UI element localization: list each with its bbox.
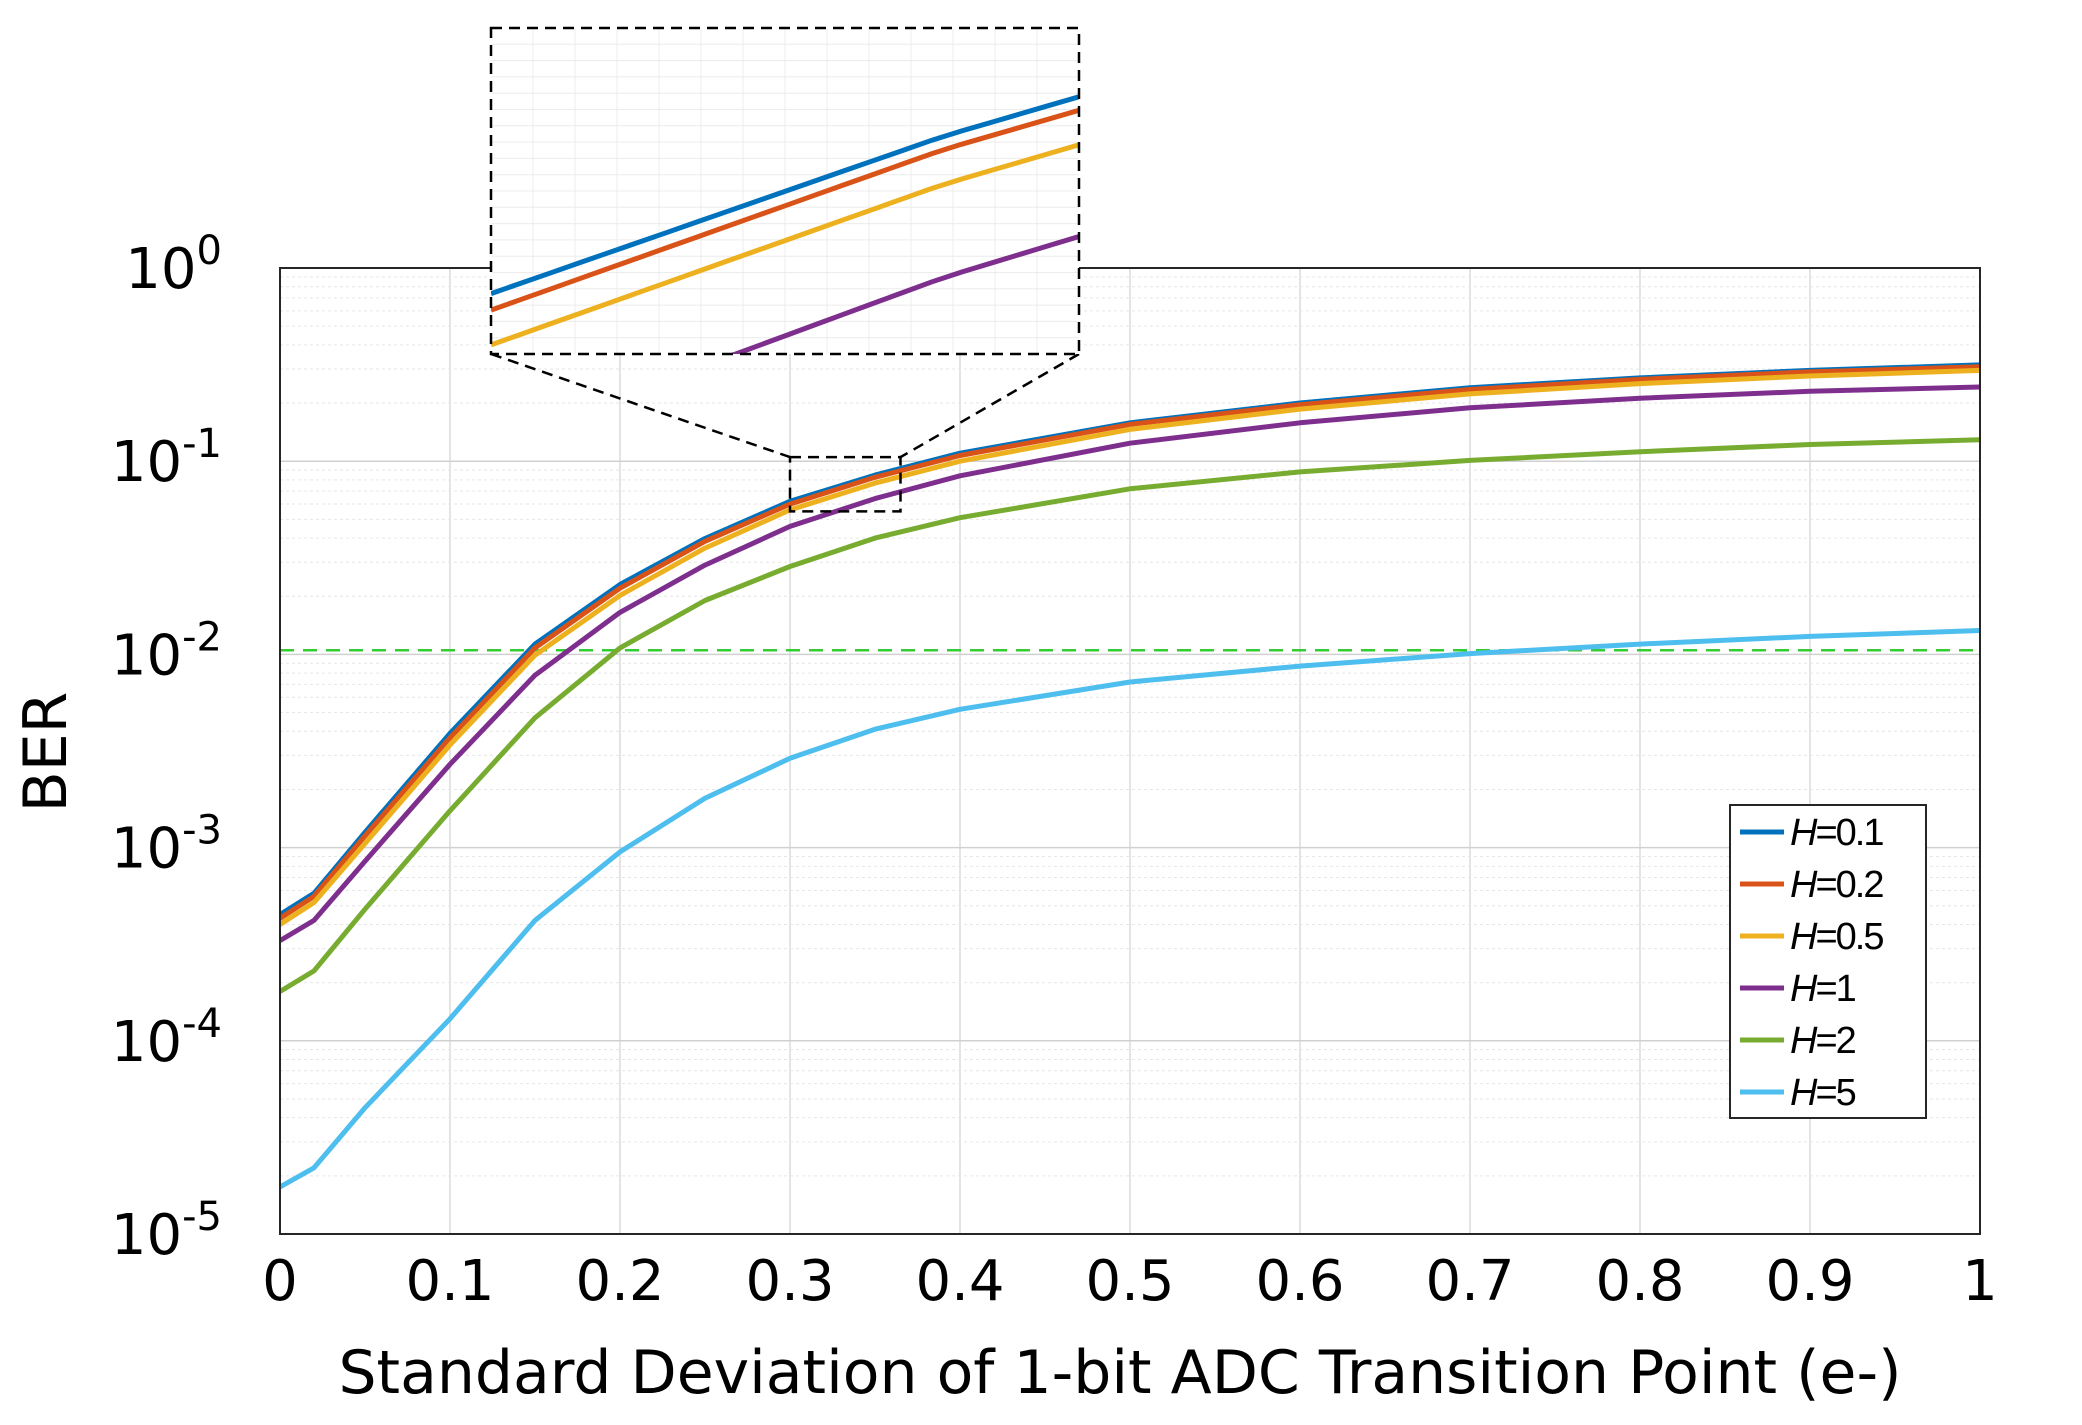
x-tick-label: 0.2 [575, 1249, 664, 1314]
plot-frame [279, 267, 1981, 1235]
inset-line-H=0.2 [491, 107, 1079, 313]
series-lines [280, 362, 1980, 1190]
legend-entry: H=1 [1790, 968, 1856, 1010]
inset-plot [491, 28, 1079, 354]
series-line-H=5 [280, 628, 1980, 1190]
x-tick-label: 0.9 [1765, 1249, 1854, 1314]
legend-entry: H=2 [1790, 1020, 1856, 1062]
y-tick-label: 10-1 [111, 421, 222, 495]
y-tick-label: 10-3 [111, 808, 222, 882]
x-tick-label: 0.5 [1085, 1249, 1174, 1314]
series-line-H=0.5 [280, 367, 1980, 927]
x-tick-label: 0.8 [1595, 1249, 1684, 1314]
x-tick-label: 0.7 [1425, 1249, 1514, 1314]
x-tick-label: 0.4 [915, 1249, 1004, 1314]
legend-entry: H=5 [1790, 1072, 1856, 1114]
y-tick-label: 10-5 [111, 1194, 222, 1268]
series-line-H=2 [280, 437, 1980, 994]
inset-frame [489, 26, 1081, 356]
legend-entry: H=0.1 [1790, 812, 1883, 854]
legend-box [1729, 804, 1927, 1119]
zoom-inset [489, 26, 1081, 513]
legend-entry: H=0.5 [1790, 916, 1883, 958]
x-tick-label: 0.1 [405, 1249, 494, 1314]
x-tick-label: 1 [1962, 1249, 1998, 1314]
x-tick-label: 0.6 [1255, 1249, 1344, 1314]
inset-line-H=0.5 [491, 142, 1079, 348]
y-axis-title: BER [11, 692, 81, 813]
zoom-region-box [788, 455, 902, 513]
inset-line-H=0.1 [491, 94, 1079, 296]
legend-entry: H=0.2 [1790, 864, 1883, 906]
y-tick-label: 10-4 [111, 1001, 222, 1075]
series-line-H=0.2 [280, 364, 1980, 921]
y-tick-label: 100 [125, 228, 222, 302]
legend: H=0.1 H=0.2 H=0.5 H=1 H=2 H=5 [1729, 804, 1927, 1119]
zoom-connector-right [899, 352, 1080, 459]
y-tick-labels: 100 10-1 10-2 10-3 10-4 10-5 [111, 228, 222, 1268]
inset-line-H=1 [728, 234, 1079, 354]
x-tick-label: 0.3 [745, 1249, 834, 1314]
x-axis-title: Standard Deviation of 1-bit ADC Transiti… [338, 1338, 1901, 1408]
plot-grid [279, 267, 1981, 1235]
y-tick-label: 10-2 [111, 614, 222, 688]
series-line-H=1 [280, 384, 1980, 943]
x-tick-label: 0 [262, 1249, 298, 1314]
x-tick-labels: 0 0.1 0.2 0.3 0.4 0.5 0.6 0.7 0.8 0.9 1 [262, 1249, 1998, 1314]
